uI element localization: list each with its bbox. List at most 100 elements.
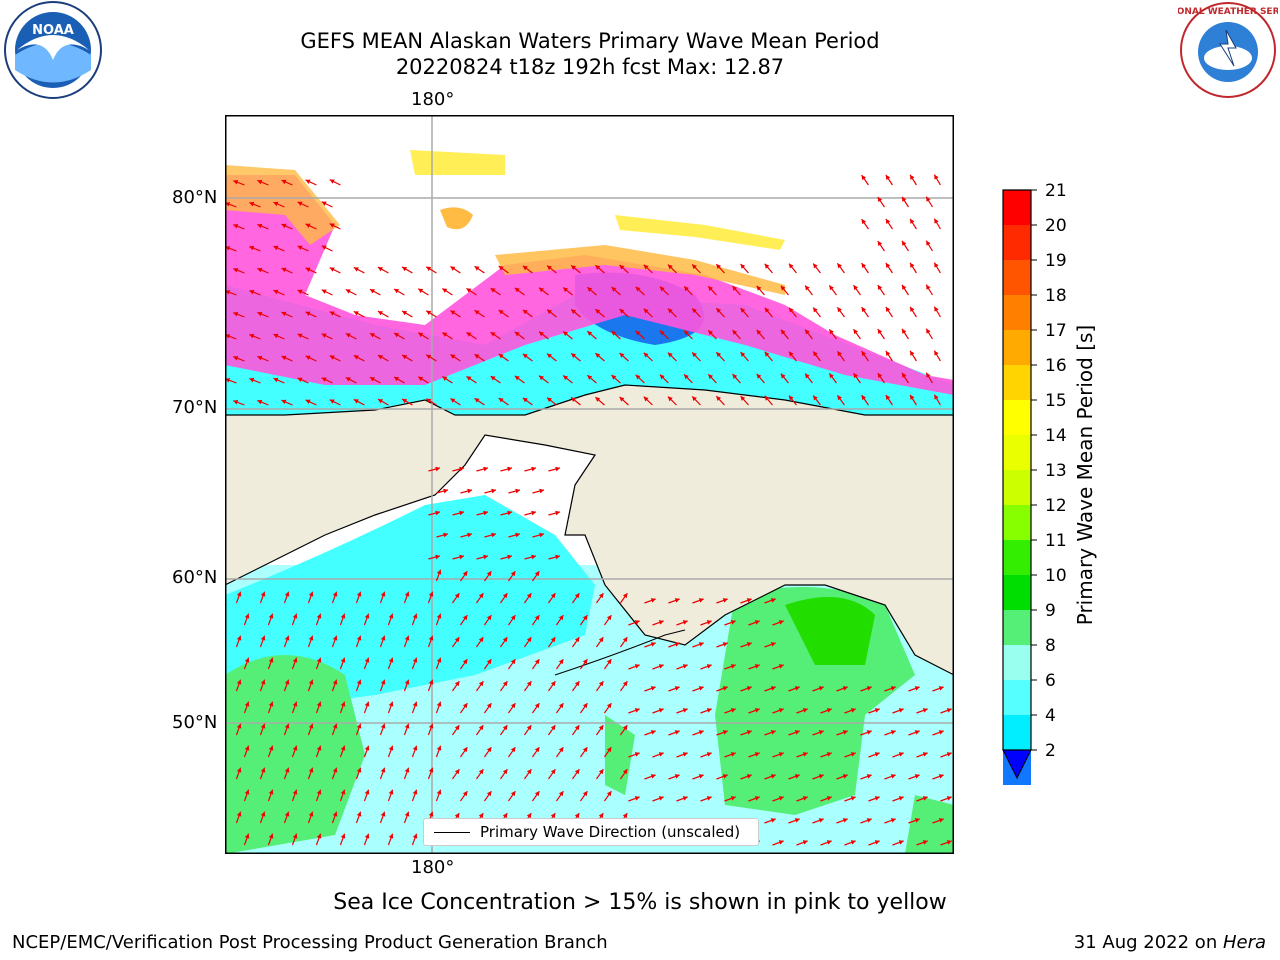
wave-arrow-head	[502, 681, 508, 687]
wave-arrow-head	[260, 723, 266, 729]
wave-arrow-head	[454, 681, 460, 687]
wave-arrow-head	[297, 289, 303, 295]
wave-arrow-head	[364, 745, 370, 751]
wave-arrow-head	[402, 354, 408, 360]
wave-arrow-head	[692, 308, 697, 314]
wave-arrow-head	[619, 308, 625, 314]
wave-arrow-head	[674, 686, 680, 691]
colorbar-tick-label: 16	[1045, 356, 1067, 376]
wave-arrow-head	[436, 701, 442, 707]
wave-arrow-head	[404, 635, 410, 641]
wave-arrow-head	[510, 747, 516, 753]
wave-arrow-head	[522, 353, 528, 359]
colorbar-segment	[1003, 260, 1031, 295]
colorbar-segment	[1003, 715, 1031, 750]
sea-ice-yellow-2	[410, 150, 505, 175]
wave-arrow-head	[853, 329, 859, 335]
wave-direction-arrows	[225, 174, 952, 846]
wave-arrow-head	[233, 356, 239, 361]
wave-arrow-head	[498, 398, 504, 403]
wave-arrow-head	[454, 725, 460, 731]
wave-arrow-head	[426, 398, 432, 404]
wave-arrow-head	[802, 752, 808, 757]
wave-arrow-head	[292, 833, 298, 839]
wave-arrow-head	[526, 769, 532, 775]
wave-arrow-head	[877, 329, 883, 335]
colorbar-segment	[1003, 295, 1031, 330]
wave-arrow-head	[380, 767, 386, 773]
wave-arrow-head	[308, 635, 314, 641]
wave-arrow-head	[910, 262, 915, 268]
wave-arrow-head	[498, 354, 504, 359]
colorbar-segment	[1003, 610, 1031, 645]
wave-arrow-head	[842, 818, 848, 823]
wave-arrow-head	[659, 286, 665, 292]
wave-arrow-head	[802, 796, 808, 801]
wave-arrow-head	[938, 774, 944, 779]
wave-arrow-head	[635, 374, 641, 380]
wave-arrow-head	[650, 598, 656, 603]
wave-arrow-head	[308, 811, 314, 817]
sea-ice-blob	[440, 207, 473, 230]
wave-arrow-head	[910, 174, 915, 180]
wave-arrow-head	[788, 307, 794, 313]
colorbar-tick-label: 8	[1045, 636, 1056, 656]
wave-arrow-head	[934, 350, 939, 356]
wave-arrow-head	[658, 708, 664, 713]
wave-arrow-head	[502, 637, 508, 643]
wave-arrow-head	[885, 218, 891, 224]
wave-arrow-head	[450, 398, 456, 403]
footer-date-text: 31 Aug 2022 on	[1073, 932, 1223, 953]
wave-arrow-head	[308, 767, 314, 773]
wave-arrow-head	[305, 267, 311, 272]
sea-ice-orange	[225, 165, 340, 245]
wave-arrow-head	[249, 289, 255, 295]
land-mass	[225, 384, 954, 676]
wave-arrow-head	[684, 374, 689, 380]
wave-arrow-head	[478, 681, 484, 687]
wave-arrow-head	[515, 488, 521, 494]
colorbar-tick-label: 2	[1045, 741, 1056, 761]
wave-arrow-head	[756, 285, 762, 291]
colorbar-segment	[1003, 435, 1031, 470]
wave-arrow-head	[730, 752, 736, 757]
wave-arrow-head	[813, 307, 818, 313]
wave-arrow-head	[462, 571, 468, 577]
wave-arrow-head	[244, 833, 250, 839]
wave-arrow-head	[716, 308, 722, 314]
colorbar-tick-label: 20	[1045, 216, 1067, 236]
wave-arrow-head	[934, 306, 939, 312]
wave-arrow-head	[466, 332, 472, 337]
wave-arrow-head	[483, 466, 489, 472]
wave-arrow-head	[257, 399, 263, 405]
wave-arrow-head	[563, 375, 569, 381]
wave-arrow-head	[716, 352, 722, 358]
wave-arrow-head	[818, 686, 824, 691]
map-frame	[225, 115, 954, 854]
wave-arrow-head	[716, 264, 722, 270]
wave-arrow-head	[514, 375, 520, 381]
wave-arrow-head	[442, 288, 448, 293]
wave-arrow-head	[345, 333, 351, 338]
wave-arrow-head	[510, 659, 516, 665]
wave-arrow-head	[273, 377, 279, 383]
wave-arrow-head	[538, 375, 544, 381]
colorbar-segment	[1003, 645, 1031, 680]
wave-arrow-head	[866, 686, 872, 691]
wave-arrow-head	[281, 311, 287, 317]
wave-arrow-head	[650, 686, 656, 691]
wave-arrow-head	[853, 373, 859, 379]
wave-arrow-head	[281, 399, 287, 405]
wave-arrow-head	[450, 310, 456, 315]
wave-period-map	[225, 115, 954, 854]
wave-arrow-head	[574, 681, 580, 687]
wave-arrow-head	[436, 569, 442, 575]
wave-arrow-head	[462, 747, 468, 753]
wave-arrow-head	[412, 701, 418, 707]
wave-arrow-head	[595, 265, 601, 270]
wave-arrow-head	[486, 703, 492, 709]
wave-arrow-head	[587, 331, 593, 336]
wave-arrow-head	[650, 774, 656, 779]
wave-arrow-head	[946, 708, 952, 713]
wave-arrow-head	[877, 373, 883, 379]
